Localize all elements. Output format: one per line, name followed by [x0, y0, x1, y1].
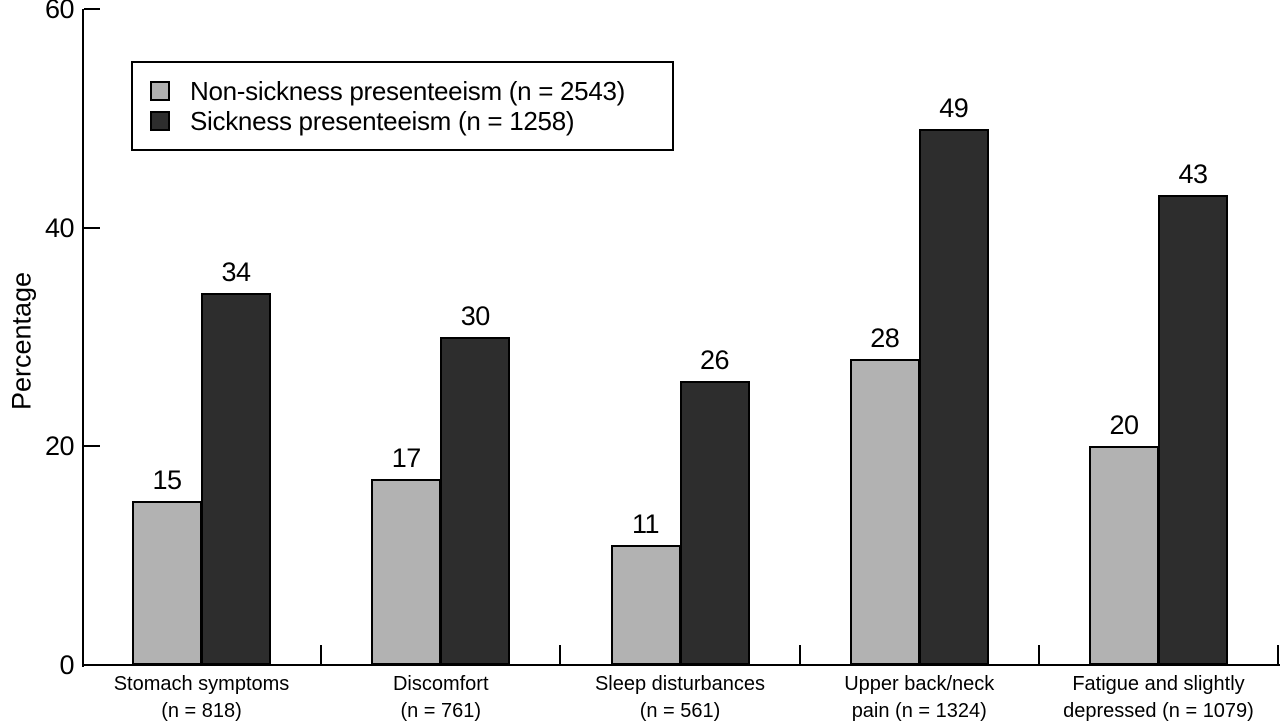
- x-axis-group-tick: [798, 645, 801, 665]
- category-label: Fatigue and slightly depressed (n = 1079): [1029, 671, 1280, 724]
- x-axis-group-tick: [1037, 645, 1040, 665]
- legend-swatch: [150, 111, 170, 131]
- x-axis-group-tick: [320, 645, 323, 665]
- bar-value-label: 15: [152, 465, 182, 495]
- bar: [1089, 446, 1159, 665]
- y-tick-label: 0: [59, 650, 74, 680]
- y-axis: [82, 9, 84, 667]
- category-label-line1: Sleep disturbances: [594, 673, 766, 695]
- category-label: Upper back/neck pain (n = 1324): [789, 671, 1049, 724]
- category-label-line2: (n = 818): [161, 700, 242, 722]
- bar-value-label: 43: [1178, 158, 1208, 189]
- category-label-line1: Stomach symptoms: [113, 673, 290, 695]
- category-label-line2: (n = 761): [400, 700, 482, 722]
- y-tick: [84, 8, 100, 10]
- bar: [679, 380, 750, 665]
- bar-value-label: 20: [1109, 410, 1139, 441]
- legend-item: Non-sickness presenteeism (n = 2543): [150, 76, 672, 106]
- legend-swatch: [150, 81, 170, 101]
- bar: [918, 129, 989, 665]
- category-label-line2: (n = 561): [639, 700, 721, 722]
- bar: [849, 358, 920, 665]
- y-axis-title: Percentage: [6, 271, 37, 411]
- bar: [440, 337, 511, 665]
- legend: Non-sickness presenteeism (n = 2543) Sick…: [131, 61, 674, 151]
- y-tick: [84, 226, 100, 229]
- bar-value-label: 11: [631, 508, 660, 539]
- bar-value-label: 49: [939, 93, 969, 124]
- bar-value-label: 28: [870, 322, 900, 353]
- bar-value-label: 30: [460, 301, 491, 331]
- y-tick-label: 60: [44, 0, 75, 24]
- category-label-line2: depressed (n = 1079): [1063, 700, 1254, 722]
- legend-item: Sickness presenteeism (n = 1258): [150, 106, 672, 136]
- category-label: Discomfort (n = 761): [311, 671, 571, 724]
- legend-label: Sickness presenteeism (n = 1258): [190, 106, 575, 136]
- bar: [610, 544, 681, 665]
- bar: [371, 479, 442, 665]
- category-label-line1: Discomfort: [392, 673, 489, 695]
- x-axis-group-tick: [1277, 645, 1280, 665]
- y-tick: [84, 445, 100, 448]
- category-label-line2: pain (n = 1324): [851, 700, 987, 722]
- category-label: Sleep disturbances (n = 561): [550, 671, 810, 724]
- y-tick-label: 40: [44, 212, 75, 243]
- bar-value-label: 17: [391, 443, 422, 474]
- bar-value-label: 26: [699, 344, 730, 375]
- category-label-line1: Fatigue and slightly: [1072, 673, 1245, 695]
- x-axis: [82, 664, 1280, 666]
- bar: [201, 293, 271, 665]
- category-label: Stomach symptoms (n = 818): [72, 671, 332, 724]
- legend-label: Non-sickness presenteeism (n = 2543): [190, 76, 626, 106]
- bar: [1158, 194, 1228, 665]
- bar: [132, 501, 202, 665]
- bar-value-label: 34: [221, 257, 251, 288]
- x-axis-group-tick: [559, 645, 562, 665]
- category-label-line1: Upper back/neck: [844, 673, 995, 695]
- y-tick-label: 20: [44, 431, 75, 462]
